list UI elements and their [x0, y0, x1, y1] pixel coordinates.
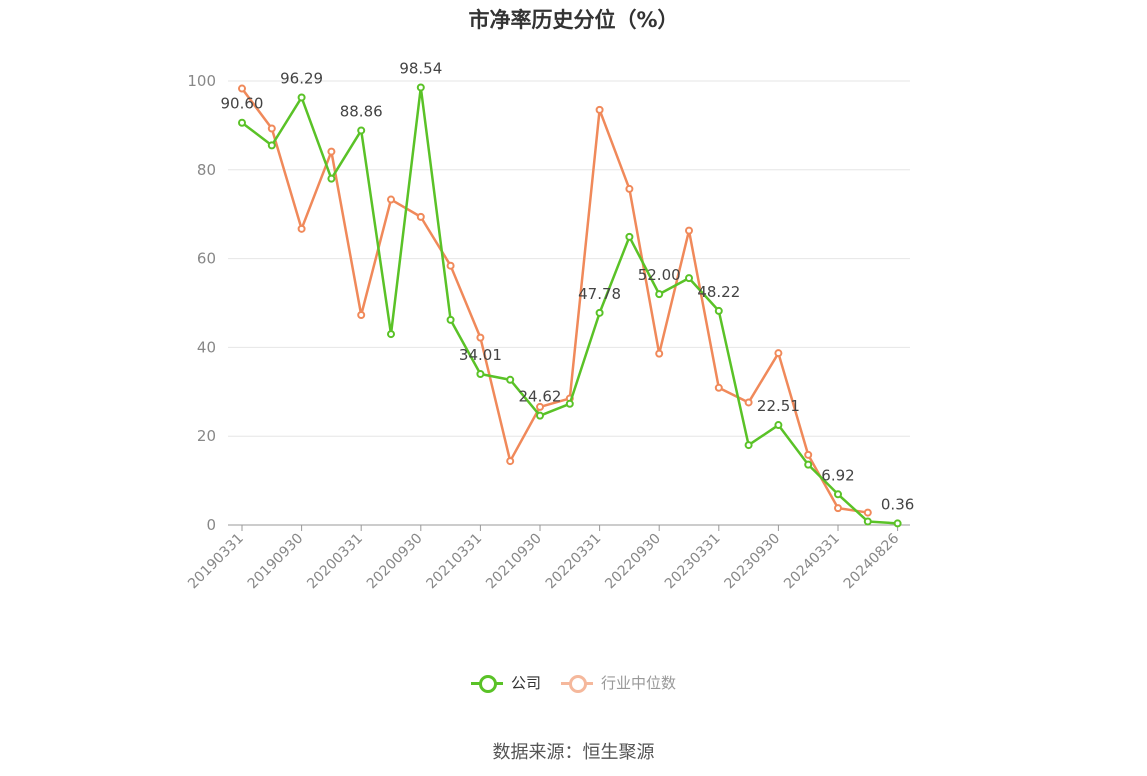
legend-marker-industry — [561, 673, 593, 693]
legend-item-industry[interactable]: 行业中位数 — [561, 672, 676, 693]
legend-label-industry: 行业中位数 — [601, 674, 677, 692]
data-point-company — [685, 274, 693, 283]
data-point-industry — [863, 508, 872, 517]
data-point-industry — [714, 383, 723, 392]
legend-label-company: 公司 — [510, 674, 541, 692]
y-tick-label: 100 — [187, 72, 216, 90]
data-point-company — [238, 118, 246, 127]
y-tick-label: 80 — [197, 161, 216, 179]
x-tick-label: 20200331 — [304, 531, 366, 593]
data-point-company — [863, 517, 872, 526]
data-label: 98.54 — [399, 59, 442, 77]
x-tick-label: 20240826 — [841, 530, 903, 592]
data-label: 88.86 — [340, 102, 383, 120]
data-label: 96.29 — [280, 69, 323, 87]
y-tick-label: 60 — [197, 250, 216, 268]
data-point-industry — [446, 261, 455, 270]
data-point-company — [804, 460, 813, 469]
data-point-industry — [744, 398, 753, 407]
x-tick-label: 20210331 — [424, 531, 486, 593]
data-point-company — [536, 411, 544, 420]
y-tick-label: 40 — [197, 338, 216, 356]
data-label: 0.36 — [881, 495, 914, 513]
x-tick-label: 20230930 — [722, 531, 784, 593]
data-point-company — [506, 375, 515, 384]
chart-title: 市净率历史分位（%） — [468, 8, 679, 32]
x-tick-label: 20190331 — [185, 531, 247, 593]
data-point-industry — [267, 124, 276, 133]
series-line-company — [241, 86, 898, 525]
data-point-company — [357, 126, 366, 135]
data-point-industry — [506, 457, 515, 466]
data-point-industry — [416, 212, 425, 221]
data-point-industry — [804, 450, 813, 459]
data-point-industry — [774, 349, 783, 358]
x-tick-label: 20230331 — [662, 531, 724, 593]
data-point-company — [387, 330, 395, 339]
data-point-company — [267, 141, 276, 150]
legend-item-company[interactable]: 公司 — [470, 672, 541, 693]
data-point-industry — [655, 349, 664, 358]
data-point-company — [655, 290, 664, 299]
data-point-company — [476, 369, 485, 378]
data-point-company — [714, 306, 723, 315]
data-point-industry — [297, 224, 306, 233]
data-label: 34.01 — [459, 346, 502, 364]
y-tick-label: 0 — [206, 516, 216, 534]
legend-marker-company — [470, 673, 503, 693]
x-tick-label: 20220331 — [543, 531, 605, 593]
chart-legend: 公司 行业中位数 — [0, 672, 1147, 693]
data-label: 48.22 — [697, 283, 740, 301]
data-point-industry — [595, 105, 604, 114]
y-tick-label: 20 — [197, 427, 216, 445]
data-point-industry — [685, 226, 693, 235]
data-point-industry — [387, 195, 395, 204]
data-point-company — [774, 421, 783, 430]
data-label: 90.60 — [221, 95, 264, 113]
x-tick-label: 20190930 — [245, 531, 307, 593]
data-label: 22.51 — [757, 397, 800, 415]
x-tick-label: 20200930 — [364, 531, 426, 593]
data-point-industry — [536, 402, 544, 411]
data-label: 24.62 — [519, 388, 562, 406]
data-point-company — [416, 83, 425, 92]
data-point-industry — [834, 504, 842, 513]
data-point-company — [565, 399, 574, 408]
data-point-industry — [476, 333, 485, 342]
data-label: 6.92 — [821, 466, 854, 484]
data-point-industry — [357, 310, 366, 319]
data-point-company — [834, 490, 842, 499]
data-point-company — [893, 519, 902, 528]
x-tick-label: 20240331 — [781, 531, 843, 593]
data-point-company — [625, 232, 634, 241]
data-label: 52.00 — [638, 266, 681, 284]
data-point-industry — [238, 84, 246, 93]
data-point-company — [297, 93, 306, 102]
series-line-industry — [240, 87, 868, 514]
data-point-company — [744, 441, 753, 450]
data-point-industry — [625, 184, 634, 193]
x-tick-label: 20210930 — [483, 531, 545, 593]
data-point-company — [595, 308, 604, 317]
data-label: 47.78 — [578, 285, 621, 303]
data-point-company — [327, 174, 336, 183]
data-source: 数据来源：恒生聚源 — [492, 742, 655, 763]
data-point-company — [446, 315, 455, 324]
data-point-industry — [327, 147, 336, 156]
x-tick-label: 20220930 — [602, 531, 664, 593]
